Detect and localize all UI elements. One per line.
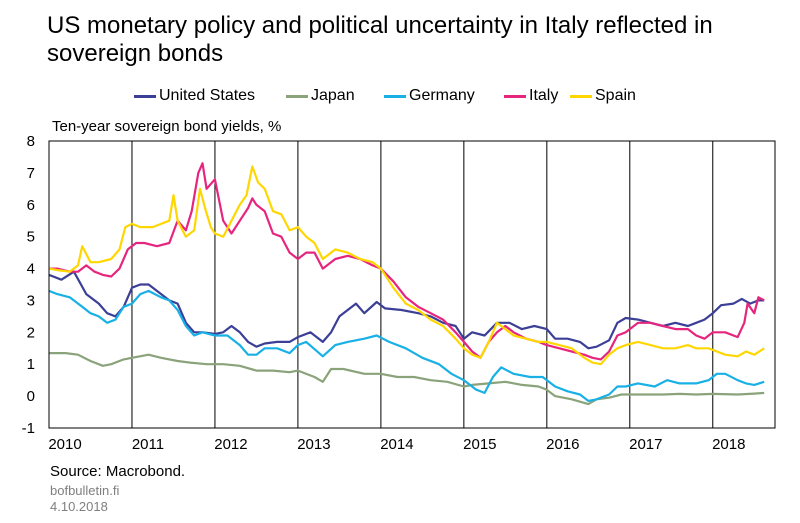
legend-label-spain: Spain	[595, 87, 636, 104]
legend: United States Japan Germany Italy Spain	[0, 86, 800, 106]
x-tick-label: 2010	[48, 436, 81, 453]
plot-frame	[48, 140, 776, 429]
source-note: Source: Macrobond.	[50, 463, 186, 480]
site-name: bofbulletin.fi	[50, 483, 120, 498]
legend-swatch-united-states	[134, 94, 156, 98]
legend-item-spain: Spain	[570, 86, 636, 106]
series-line-germany	[48, 289, 765, 402]
y-tick-labels: -1 0 1 2 3 4 5 6 7 8	[22, 133, 35, 437]
series-line-spain	[48, 165, 765, 366]
y-tick-label: 0	[27, 388, 35, 405]
y-tick-label: 5	[27, 229, 35, 246]
y-tick-label: 7	[27, 165, 35, 182]
legend-item-italy: Italy	[504, 86, 558, 106]
x-tick-label: 2015	[463, 436, 496, 453]
x-tick-label: 2013	[297, 436, 330, 453]
y-axis-label: Ten-year sovereign bond yields, %	[52, 118, 282, 135]
legend-item-united-states: United States	[134, 86, 255, 106]
y-tick-label: 4	[27, 261, 35, 278]
legend-swatch-germany	[384, 94, 406, 98]
x-tick-label: 2014	[380, 436, 413, 453]
y-tick-label: 1	[27, 356, 35, 373]
publish-date: 4.10.2018	[50, 499, 108, 514]
series-line-japan	[49, 352, 765, 406]
legend-label-japan: Japan	[311, 87, 355, 104]
y-tick-label: 6	[27, 197, 35, 214]
legend-item-japan: Japan	[286, 86, 355, 106]
x-tick-label: 2017	[629, 436, 662, 453]
legend-swatch-japan	[286, 94, 308, 98]
legend-swatch-spain	[570, 94, 592, 98]
legend-item-germany: Germany	[384, 86, 475, 106]
y-tick-label: -1	[22, 420, 35, 437]
series-line-united-states	[48, 270, 765, 350]
series-lines	[48, 162, 765, 406]
x-tick-label: 2016	[546, 436, 579, 453]
y-tick-label: 2	[27, 324, 35, 341]
y-tick-label: 3	[27, 292, 35, 309]
x-tick-labels: 2010 2011 2012 2013 2014 2015 2016 2017 2018	[48, 436, 745, 453]
legend-swatch-italy	[504, 94, 526, 98]
chart-title: US monetary policy and political uncerta…	[47, 12, 713, 67]
y-tick-label: 8	[27, 133, 35, 150]
x-tick-label: 2018	[712, 436, 745, 453]
x-tick-label: 2012	[214, 436, 247, 453]
x-tick-label: 2011	[132, 436, 164, 453]
legend-label-italy: Italy	[529, 87, 559, 104]
legend-label-germany: Germany	[409, 87, 475, 104]
series-line-italy	[49, 162, 765, 361]
legend-label-united-states: United States	[159, 87, 256, 104]
